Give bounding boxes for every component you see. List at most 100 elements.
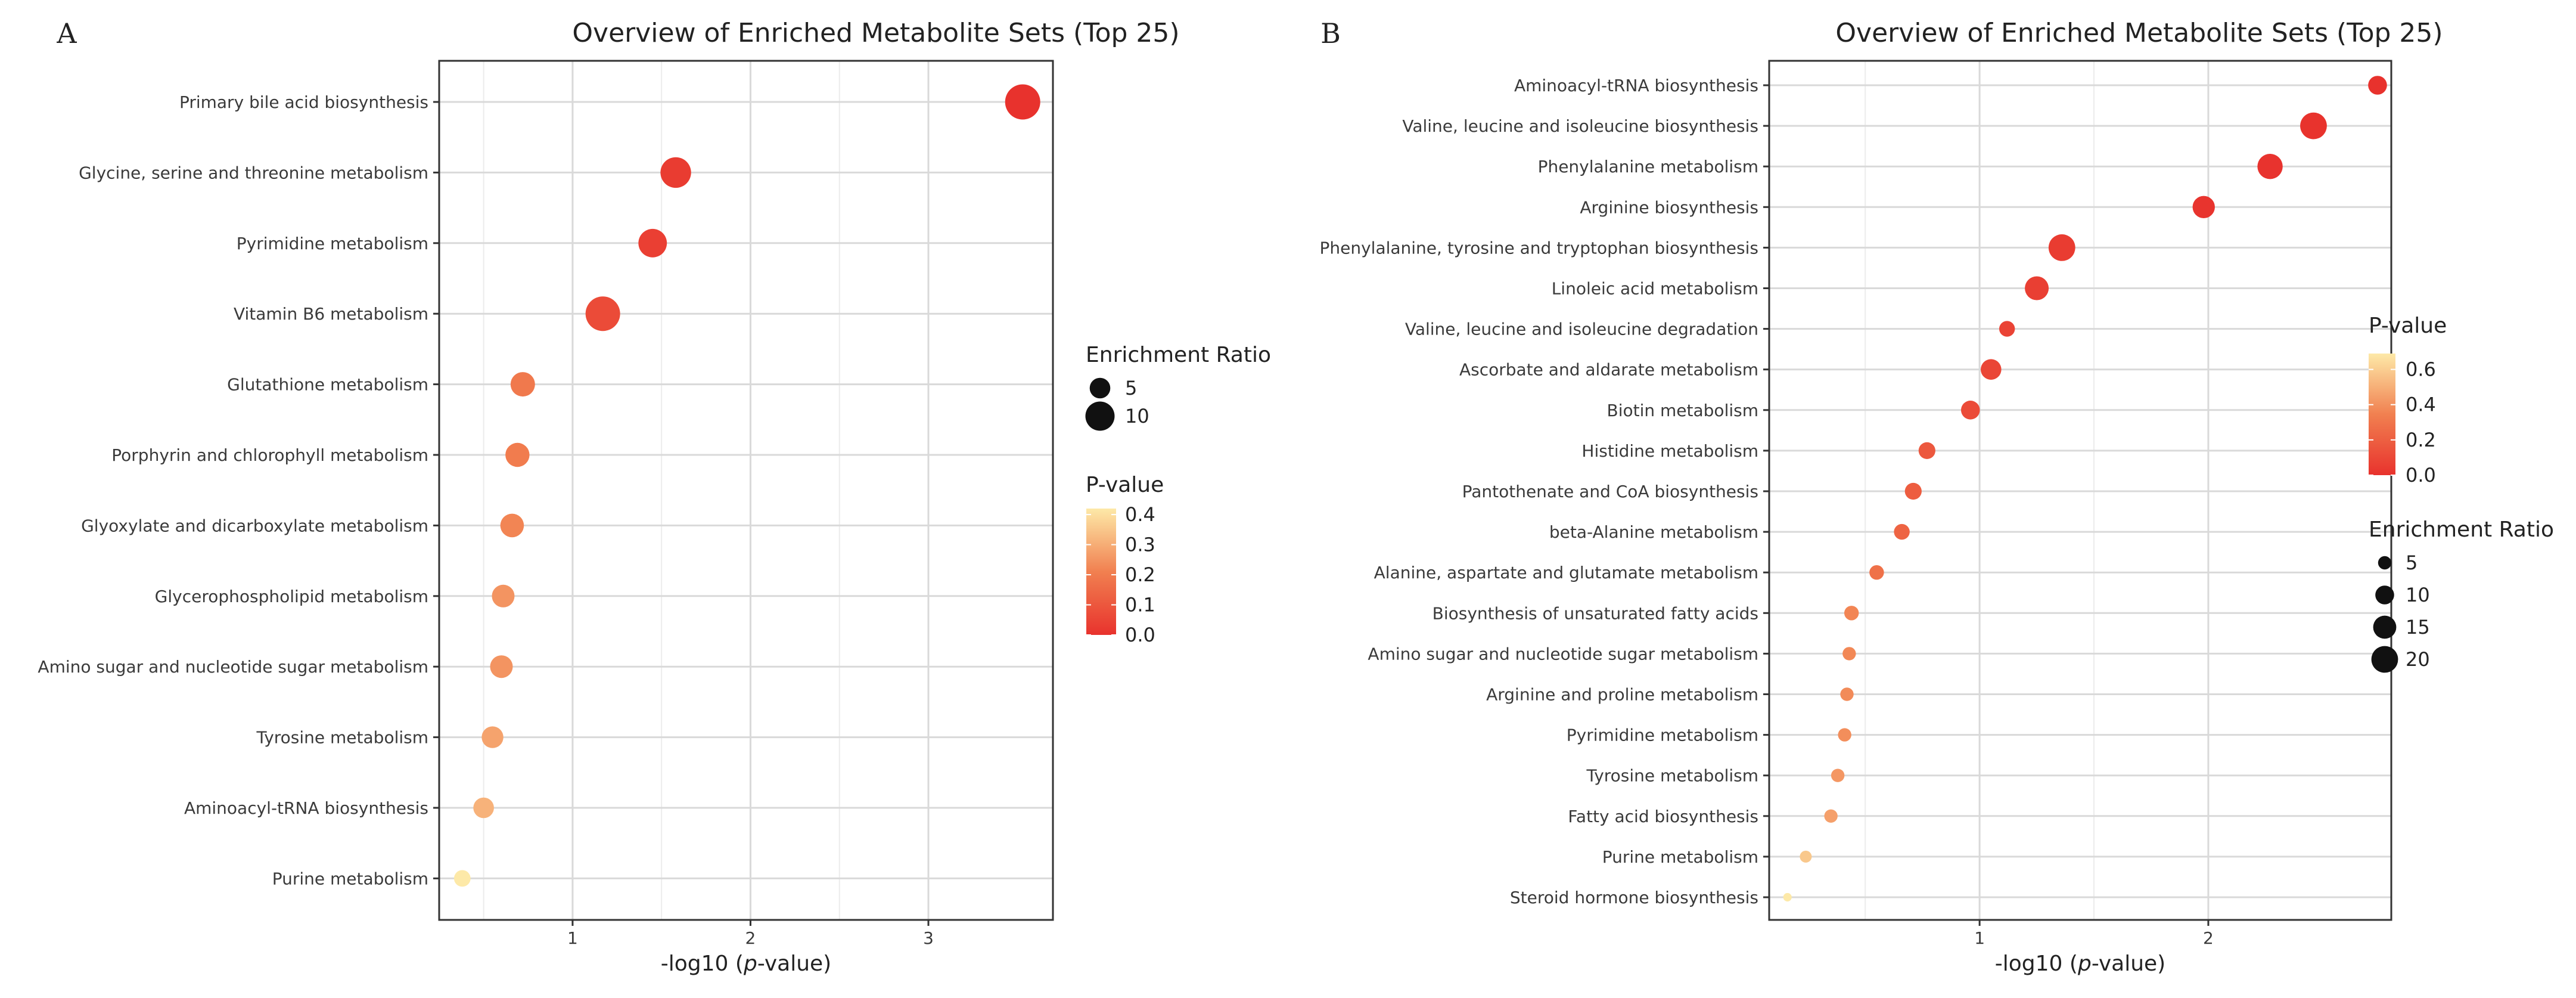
- plot-border: [438, 60, 1054, 921]
- y-tick-label: Tyrosine metabolism: [1586, 766, 1758, 786]
- y-tick-label: Aminoacyl-tRNA biosynthesis: [184, 798, 428, 818]
- y-tick-label: Biotin metabolism: [1607, 401, 1759, 420]
- y-tick-label: Aminoacyl-tRNA biosynthesis: [1514, 76, 1758, 95]
- data-point: [1869, 565, 1884, 580]
- y-tick-label: Arginine biosynthesis: [1580, 197, 1758, 217]
- size-legend-key: [1089, 377, 1111, 399]
- size-legend-label: 10: [1125, 405, 1149, 427]
- size-legend-key: [2373, 615, 2397, 639]
- x-axis-label-italic: p: [2077, 951, 2092, 976]
- data-point: [1831, 768, 1845, 782]
- y-tick-label: Pyrimidine metabolism: [1567, 726, 1758, 745]
- color-legend-label: 0.4: [1125, 503, 1155, 526]
- x-axis-label: -log10 (p-value): [1995, 951, 2165, 976]
- y-tick-label: Phenylalanine, tyrosine and tryptophan b…: [1319, 238, 1758, 258]
- data-point: [1904, 482, 1922, 500]
- data-point: [2048, 234, 2075, 261]
- data-point: [2192, 196, 2215, 218]
- data-point: [492, 584, 515, 608]
- data-point: [1981, 359, 2002, 380]
- chart-title: Overview of Enriched Metabolite Sets (To…: [1835, 18, 2443, 48]
- color-legend-label: 0.6: [2406, 358, 2436, 381]
- color-legend-bar: [2369, 354, 2395, 475]
- data-point: [1800, 850, 1812, 863]
- y-tick-label: Vitamin B6 metabolism: [234, 304, 428, 324]
- size-legend-label: 15: [2406, 616, 2430, 639]
- y-tick-label: Fatty acid biosynthesis: [1568, 807, 1758, 826]
- data-point: [2300, 112, 2327, 140]
- chart-panel-a: A Overview of Enriched Metabolite Sets (T…: [38, 17, 1271, 976]
- color-legend-label: 0.0: [1125, 624, 1155, 646]
- data-point: [510, 372, 535, 397]
- color-legend-label: 0.3: [1125, 534, 1155, 556]
- data-point: [453, 870, 471, 887]
- y-tick-label: Linoleic acid metabolism: [1552, 279, 1758, 299]
- color-legend-label: 0.2: [2406, 429, 2436, 451]
- size-legend-title: Enrichment Ratio: [1086, 343, 1271, 367]
- data-point: [1894, 523, 1910, 540]
- y-tick-label: Purine metabolism: [1602, 847, 1758, 867]
- plot-background: [439, 61, 1053, 920]
- data-point: [1005, 84, 1040, 120]
- data-point: [2368, 76, 2387, 95]
- y-tick-label: Histidine metabolism: [1581, 441, 1758, 461]
- y-tick-label: Glycine, serine and threonine metabolism: [79, 163, 428, 182]
- y-tick-label: Phenylalanine metabolism: [1538, 157, 1758, 176]
- y-tick-label: Pyrimidine metabolism: [237, 234, 428, 253]
- panel-letter: A: [56, 17, 77, 49]
- data-point: [490, 655, 513, 678]
- x-tick-label: 1: [567, 928, 578, 948]
- x-axis-label-suffix: -value): [757, 951, 831, 976]
- y-tick-label: Glutathione metabolism: [227, 375, 428, 395]
- y-tick-label: Porphyrin and chlorophyll metabolism: [111, 445, 428, 465]
- data-point: [2025, 276, 2049, 300]
- y-tick-label: Arginine and proline metabolism: [1486, 685, 1758, 705]
- size-legend-key: [2378, 556, 2392, 570]
- size-legend-key: [2371, 646, 2398, 673]
- color-legend-label: 0.0: [2406, 464, 2436, 486]
- x-tick-label: 2: [745, 928, 756, 948]
- data-point: [1999, 321, 2015, 337]
- data-point: [1824, 809, 1838, 823]
- x-axis-label-prefix: -log10 (: [661, 951, 744, 976]
- size-legend-label: 5: [1125, 377, 1137, 399]
- x-tick-label: 3: [923, 928, 934, 948]
- data-point: [1960, 401, 1980, 420]
- x-tick-label: 1: [1974, 928, 1985, 948]
- size-legend-label: 5: [2406, 551, 2417, 574]
- y-tick-label: Valine, leucine and isoleucine degradati…: [1405, 320, 1758, 339]
- data-point: [638, 228, 667, 258]
- data-point: [1842, 647, 1856, 661]
- chart-panel-b: B Overview of Enriched Metabolite Sets (T…: [1319, 17, 2554, 976]
- data-point: [2257, 154, 2283, 179]
- y-tick-label: Glycerophospholipid metabolism: [155, 587, 428, 606]
- y-tick-label: Biosynthesis of unsaturated fatty acids: [1433, 603, 1758, 623]
- data-point: [1844, 606, 1859, 621]
- data-point: [500, 513, 524, 538]
- panel-letter: B: [1320, 17, 1341, 49]
- color-legend-title: P-value: [2369, 314, 2447, 338]
- y-tick-label: Tyrosine metabolism: [256, 728, 428, 748]
- x-axis-label-prefix: -log10 (: [1995, 951, 2078, 976]
- color-legend-label: 0.1: [1125, 594, 1155, 616]
- data-point: [1783, 892, 1792, 902]
- y-tick-label: Alanine, aspartate and glutamate metabol…: [1374, 563, 1758, 582]
- y-tick-label: Purine metabolism: [272, 869, 428, 888]
- data-point: [505, 442, 530, 467]
- y-tick-label: Primary bile acid biosynthesis: [179, 92, 428, 112]
- size-legend-key: [2375, 585, 2394, 605]
- data-point: [1918, 442, 1935, 460]
- y-tick-label: beta-Alanine metabolism: [1549, 522, 1758, 542]
- size-legend-title: Enrichment Ratio: [2369, 517, 2554, 542]
- color-legend-label: 0.4: [2406, 393, 2436, 416]
- data-point: [660, 157, 691, 188]
- data-point: [473, 797, 494, 819]
- y-tick-label: Pantothenate and CoA biosynthesis: [1462, 482, 1758, 501]
- color-legend-bar: [1086, 509, 1116, 635]
- color-legend-label: 0.2: [1125, 563, 1155, 586]
- size-legend-label: 20: [2406, 648, 2430, 671]
- color-legend-title: P-value: [1086, 473, 1164, 497]
- size-legend-label: 10: [2406, 584, 2430, 606]
